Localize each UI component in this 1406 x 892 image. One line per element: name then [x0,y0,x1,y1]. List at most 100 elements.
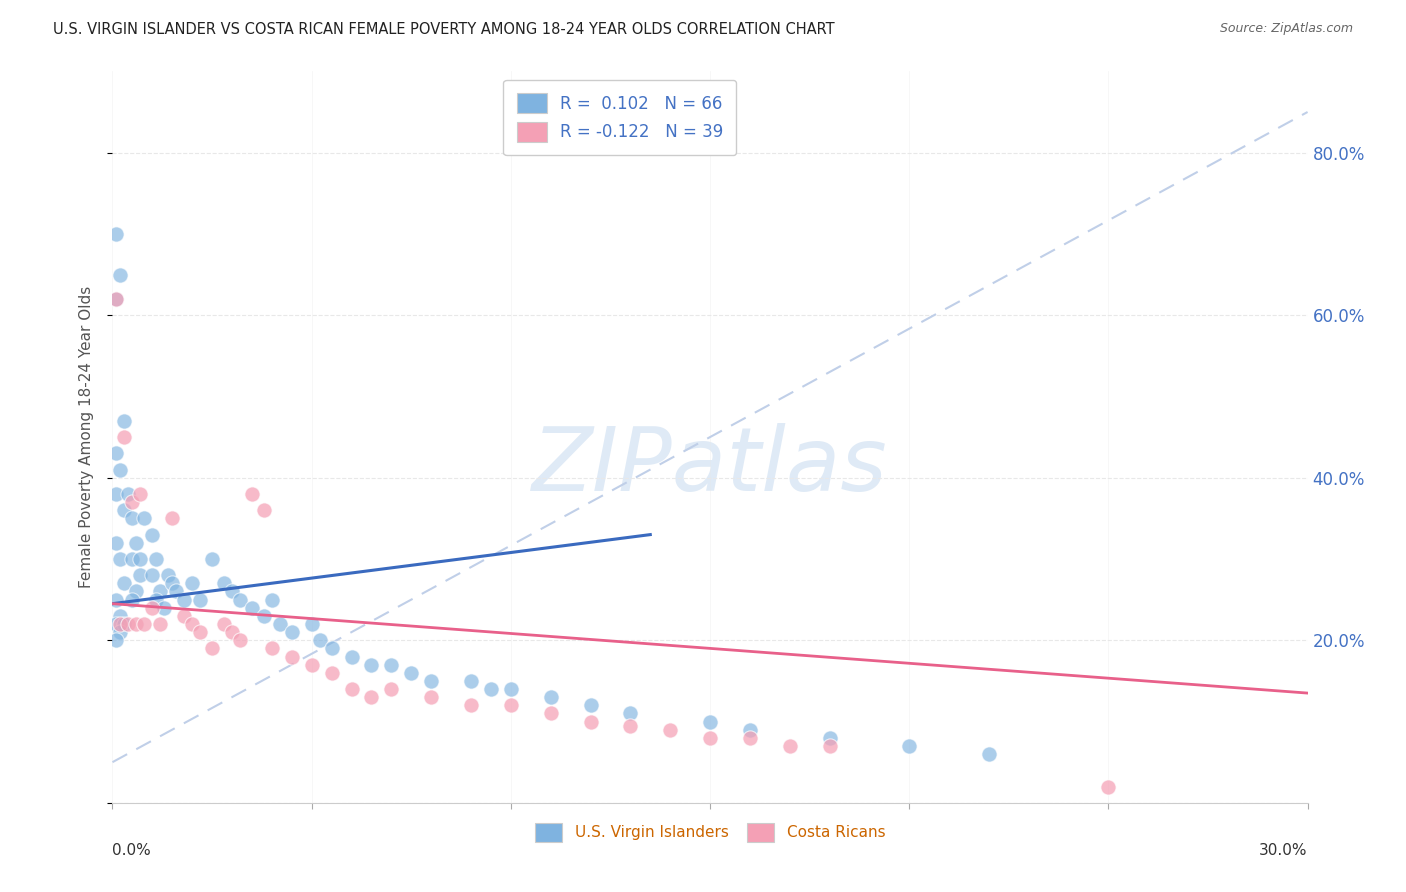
Point [479,681,502,696]
Point [360,690,382,705]
Y-axis label: Female Poverty Among 18-24 Year Olds: Female Poverty Among 18-24 Year Olds [79,286,94,588]
Point [105,292,128,306]
Point [162,576,183,591]
Point [121,511,143,525]
Point [110,608,132,623]
Point [340,649,363,664]
Point [301,617,323,632]
Point [499,698,522,713]
Point [619,718,641,732]
Point [149,617,172,632]
Point [818,739,841,753]
Point [699,731,721,745]
Point [460,673,482,688]
Point [114,414,135,428]
Point [149,584,172,599]
Point [145,552,167,566]
Point [110,268,132,282]
Point [281,649,304,664]
Point [125,584,148,599]
Point [321,665,343,680]
Point [260,641,283,656]
Point [114,617,135,632]
Point [129,568,152,582]
Point [460,698,482,713]
Point [201,641,224,656]
Point [162,511,183,525]
Point [134,617,156,632]
Point [105,633,128,648]
Point [188,592,211,607]
Point [420,673,443,688]
Point [818,731,841,745]
Point [105,487,128,501]
Point [105,592,128,607]
Point [380,681,402,696]
Point [269,617,291,632]
Point [125,617,148,632]
Point [181,576,204,591]
Point [253,608,276,623]
Point [221,584,243,599]
Text: 0.0%: 0.0% [112,843,152,858]
Point [699,714,721,729]
Point [105,617,128,632]
Point [308,633,330,648]
Point [380,657,402,672]
Point [201,552,224,566]
Point [977,747,1000,761]
Point [105,535,128,549]
Point [153,600,176,615]
Point [110,625,132,640]
Point [1097,780,1119,794]
Point [141,568,163,582]
Point [114,576,135,591]
Point [117,617,139,632]
Text: U.S. VIRGIN ISLANDER VS COSTA RICAN FEMALE POVERTY AMONG 18-24 YEAR OLDS CORRELA: U.S. VIRGIN ISLANDER VS COSTA RICAN FEMA… [53,22,835,37]
Point [281,625,304,640]
Point [129,487,152,501]
Point [321,641,343,656]
Point [619,706,641,721]
Point [110,552,132,566]
Point [253,503,276,517]
Text: Source: ZipAtlas.com: Source: ZipAtlas.com [1219,22,1353,36]
Point [240,487,263,501]
Point [188,625,211,640]
Legend: U.S. Virgin Islanders, Costa Ricans: U.S. Virgin Islanders, Costa Ricans [529,817,891,847]
Text: ZIPatlas: ZIPatlas [533,424,887,509]
Point [121,495,143,509]
Point [240,600,263,615]
Point [157,568,180,582]
Point [173,608,195,623]
Point [114,430,135,444]
Point [420,690,443,705]
Text: 30.0%: 30.0% [1260,843,1308,858]
Point [121,592,143,607]
Point [173,592,195,607]
Point [212,617,235,632]
Point [117,487,139,501]
Point [401,665,423,680]
Point [779,739,801,753]
Point [301,657,323,672]
Point [898,739,921,753]
Point [738,731,761,745]
Point [129,552,152,566]
Point [165,584,187,599]
Point [141,600,163,615]
Point [738,723,761,737]
Point [360,657,382,672]
Point [105,292,128,306]
Point [105,446,128,460]
Point [540,706,562,721]
Point [145,592,167,607]
Point [579,714,602,729]
Point [110,462,132,476]
Point [659,723,682,737]
Point [340,681,363,696]
Point [212,576,235,591]
Point [221,625,243,640]
Point [114,503,135,517]
Point [579,698,602,713]
